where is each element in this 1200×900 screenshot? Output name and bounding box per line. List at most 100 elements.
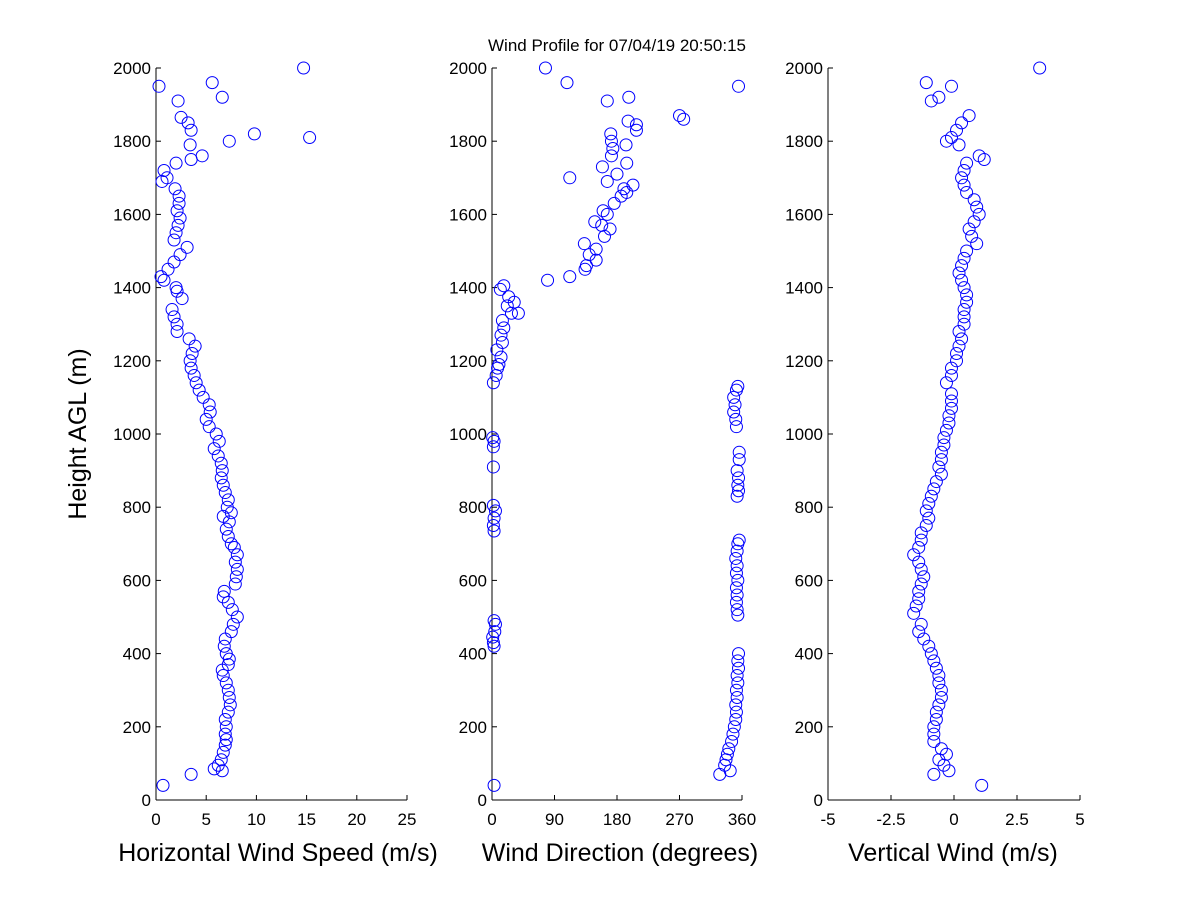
direction-data-point [607,196,621,210]
speed-data-point [196,390,210,404]
direction-y-tick-label: 1400 [449,279,487,298]
direction-data-point [732,445,746,459]
vertical-data-point [944,368,958,382]
speed-data-point [219,733,233,747]
direction-x-tick-label: 270 [665,810,693,829]
speed-y-tick-label: 800 [123,498,151,517]
vertical-y-tick-label: 0 [814,791,823,810]
vertical-data-point [952,325,966,339]
direction-data-point [487,524,501,538]
vertical-data-point [944,387,958,401]
direction-data-point [595,160,609,174]
direction-data-point [732,661,746,675]
speed-y-tick-label: 1400 [113,279,151,298]
speed-data-point [216,478,230,492]
direction-data-point [500,299,514,313]
speed-y-tick-label: 1800 [113,132,151,151]
vertical-data-point [960,244,974,258]
direction-data-point [495,336,509,349]
vertical-data-point [960,295,974,309]
vertical-data-point [965,229,979,243]
direction-data-point [622,90,636,104]
direction-data-point [731,379,745,393]
speed-data-point [222,134,236,148]
vertical-data-point [909,599,923,613]
speed-data-point [227,540,241,554]
direction-data-point [487,614,501,628]
direction-data-point [486,630,500,644]
panel-wind-direction: 0 200 400 600 800 1000 1200 1400 1600 1800 2000 0 90… [449,59,758,867]
vertical-data-point [957,251,971,265]
speed-y-tick-label: 1200 [113,352,151,371]
speed-data-point [215,464,229,478]
vertical-data-point [1033,61,1047,75]
vertical-data-point [950,346,964,360]
vertical-data-point [952,138,966,152]
direction-data-point [629,123,643,137]
vertical-data-point [932,460,946,474]
vertical-data-point [944,401,958,415]
speed-data-point [184,767,198,781]
direction-data-point [486,440,500,454]
direction-data-point [732,79,746,93]
vertical-data-point [962,222,976,236]
direction-data-point [730,489,744,503]
vertical-data-point [929,475,943,489]
direction-data-point [589,242,603,256]
direction-y-tick-label: 400 [459,645,487,664]
speed-x-tick-label: 5 [201,810,210,829]
direction-data-point [732,484,746,498]
direction-data-point [677,112,691,126]
vertical-data-point [957,310,971,324]
speed-y-tick-label: 1600 [113,205,151,224]
speed-data-point [222,691,236,705]
vertical-data-point [955,116,969,130]
speed-data-point [229,570,243,584]
vertical-data-point [957,317,971,331]
speed-data-point [214,471,228,485]
direction-y-tick-label: 1800 [449,132,487,151]
vertical-data-point [952,339,966,353]
speed-y-tick-label: 200 [123,718,151,737]
vertical-data-point [934,453,948,467]
vertical-y-tick-label: 600 [795,571,823,590]
speed-data-point [171,94,185,108]
direction-data-point [604,134,618,148]
direction-data-point [731,478,745,492]
speed-data-point [168,182,182,196]
direction-y-tick-label: 0 [478,791,487,810]
direction-data-point [722,742,736,756]
speed-data-point [217,639,231,653]
direction-data-point [731,676,745,690]
direction-y-tick-label: 1200 [449,352,487,371]
direction-x-tick-label: 180 [603,810,631,829]
speed-x-tick-label: 0 [151,810,160,829]
vertical-data-point [960,185,974,199]
speed-data-point [224,625,238,639]
speed-data-point [170,204,184,218]
direction-data-point [730,559,744,573]
direction-data-point [492,357,506,371]
speed-data-point [203,405,217,419]
speed-data-point [303,131,317,145]
speed-data-point [170,317,184,331]
speed-data-point [226,617,240,631]
direction-data-point [732,533,746,547]
vertical-x-tick-label: 0 [949,810,958,829]
speed-data-point [184,361,198,375]
speed-data-point [175,292,189,306]
direction-data-point [729,698,743,712]
vertical-x-tick-label: 2.5 [1005,810,1029,829]
speed-y-tick-label: 400 [123,645,151,664]
direction-data-point [493,282,507,296]
vertical-data-point [927,654,941,668]
vertical-data-point [944,361,958,375]
vertical-data-point [929,661,943,675]
speed-data-point [185,346,199,360]
vertical-data-point [932,90,946,104]
speed-data-point [169,156,183,170]
speed-data-point [216,745,230,759]
direction-data-point [621,114,635,128]
direction-x-axis-label: Wind Direction (degrees) [482,839,759,867]
